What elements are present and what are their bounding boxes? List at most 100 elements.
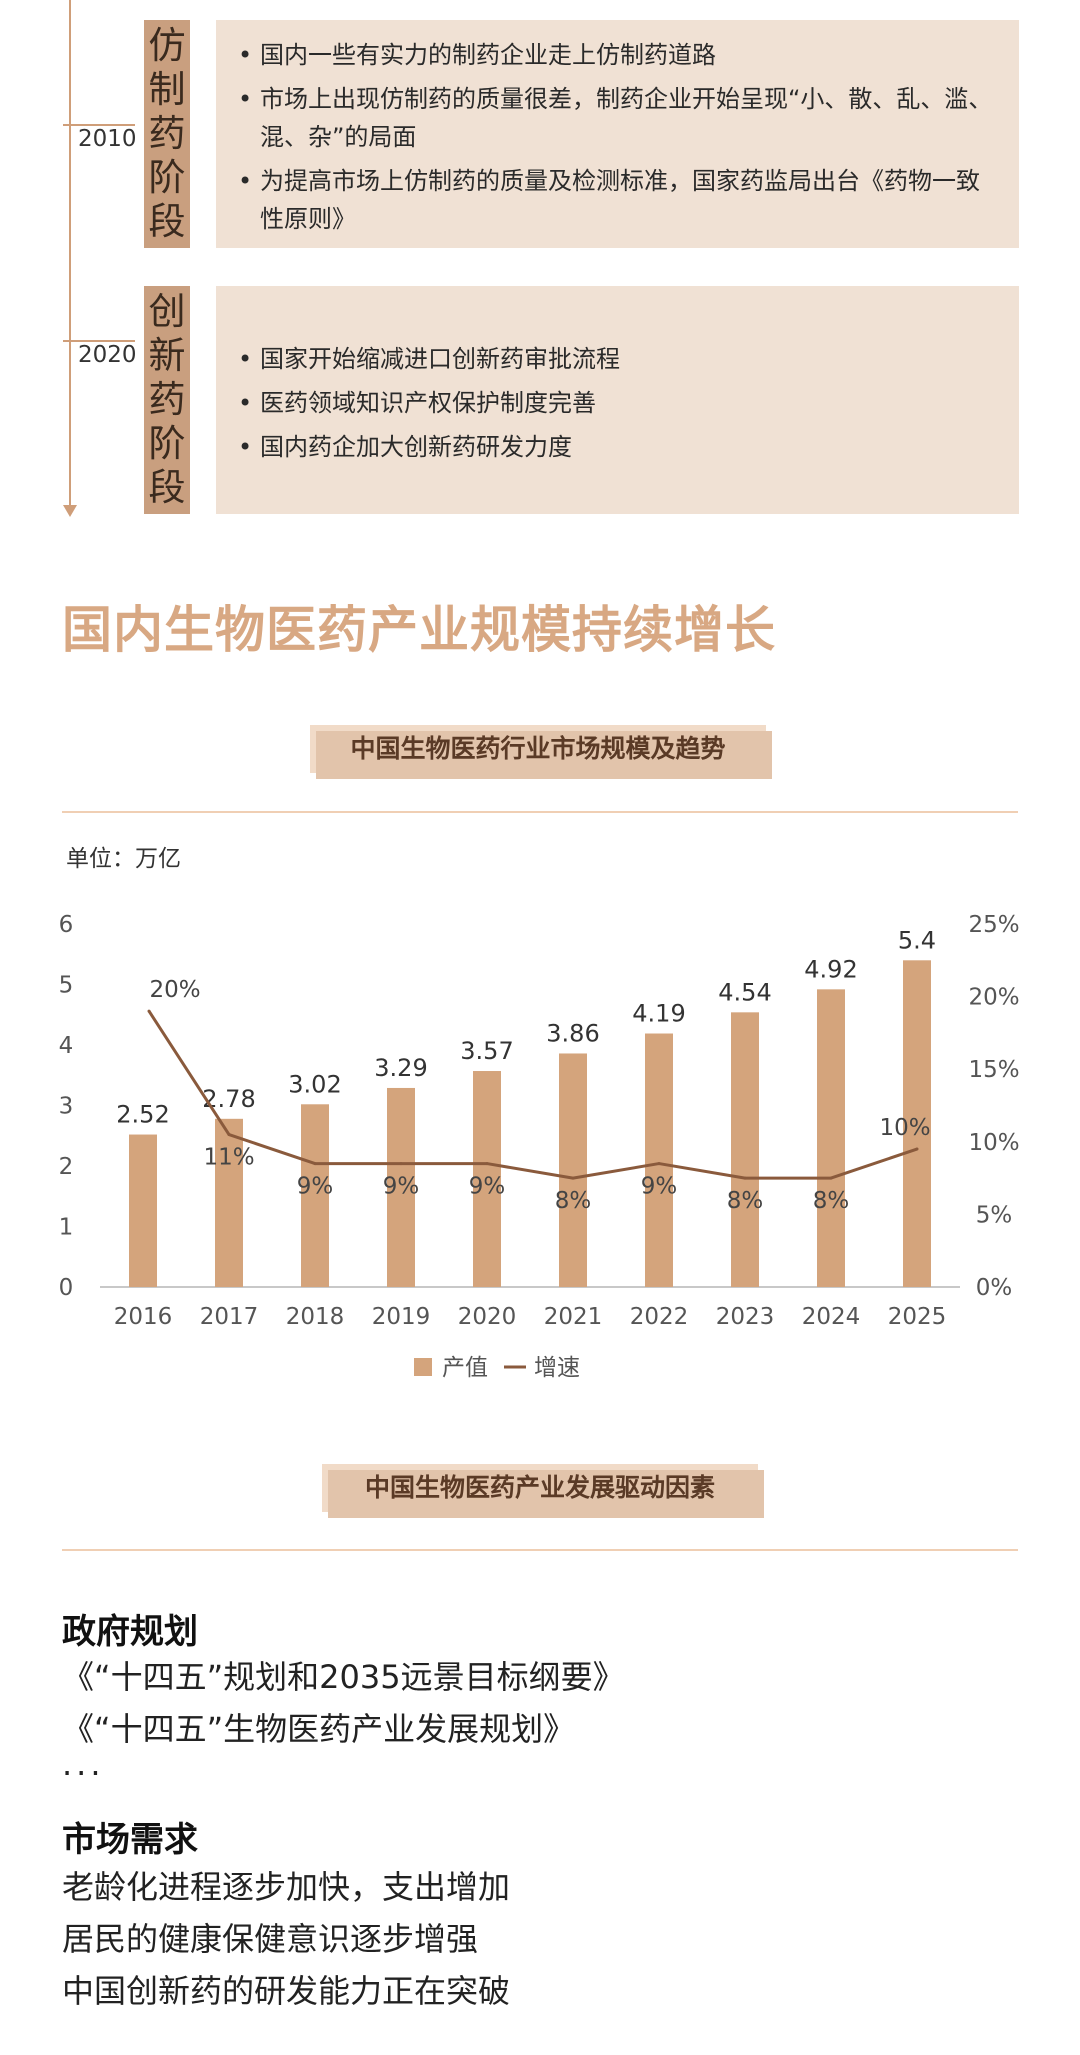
stage-bullet: 国家开始缩减进口创新药审批流程 (234, 340, 999, 378)
stage-label-char: 药 (148, 378, 186, 421)
bar (731, 1012, 759, 1287)
stage-label-char: 阶 (148, 422, 186, 465)
bar (215, 1118, 243, 1287)
growth-label: 9% (469, 1174, 506, 1200)
bar (387, 1087, 415, 1287)
growth-point (399, 1162, 403, 1166)
stage-label-char: 药 (148, 112, 186, 155)
stage-bullet: 国内一些有实力的制药企业走上仿制药道路 (234, 36, 999, 74)
growth-point (915, 1147, 919, 1151)
bar (473, 1071, 501, 1287)
growth-label: 9% (383, 1174, 420, 1200)
timeline-year-2010: 2010 (76, 126, 139, 152)
bar (559, 1053, 587, 1287)
x-tick-label: 2018 (286, 1304, 345, 1330)
market-line: 老龄化进程逐步加快，支出增加 (62, 1868, 511, 1906)
stage-label-char: 仿 (148, 24, 186, 67)
bar (301, 1104, 329, 1287)
page-title: 国内生物医药产业规模持续增长 (62, 601, 776, 659)
divider (62, 811, 1018, 813)
bar (645, 1033, 673, 1287)
bar-value-label: 2.52 (116, 1101, 169, 1129)
y-left-tick-label: 4 (59, 1033, 74, 1059)
x-tick-label: 2017 (200, 1304, 259, 1330)
stage-label-char: 创 (148, 290, 186, 333)
bar-value-label: 3.02 (288, 1070, 341, 1098)
stage-box-generic: 国内一些有实力的制药企业走上仿制药道路 市场上出现仿制药的质量很差，制药企业开始… (216, 20, 1019, 248)
timeline-year-2020: 2020 (76, 342, 139, 368)
x-tick-label: 2016 (114, 1304, 173, 1330)
bar-value-label: 3.86 (546, 1019, 599, 1047)
x-tick-label: 2025 (888, 1304, 947, 1330)
unit-label: 单位：万亿 (66, 846, 181, 872)
bar (129, 1134, 157, 1287)
stage-box-innovative: 国家开始缩减进口创新药审批流程 医药领域知识产权保护制度完善 国内药企加大创新药… (216, 286, 1019, 514)
stage-bullet: 为提高市场上仿制药的质量及检测标准，国家药监局出台《药物一致性原则》 (234, 162, 999, 238)
stage-bullet: 国内药企加大创新药研发力度 (234, 428, 999, 466)
bar-value-label: 3.57 (460, 1037, 513, 1065)
x-tick-label: 2023 (716, 1304, 775, 1330)
legend-label: 产值 (442, 1355, 488, 1381)
bar-value-label: 5.4 (898, 926, 936, 954)
growth-label: 11% (203, 1145, 254, 1171)
bar-value-label: 2.78 (202, 1085, 255, 1113)
chart-banner: 中国生物医药行业市场规模及趋势 (310, 725, 772, 779)
growth-point (147, 1009, 151, 1013)
government-heading: 政府规划 (62, 1612, 198, 1652)
government-line: 《“十四五”生物医药产业发展规划》 (62, 1710, 576, 1748)
bar-value-label: 4.19 (632, 1000, 685, 1028)
drivers-banner: 中国生物医药产业发展驱动因素 (322, 1464, 764, 1518)
bar-value-label: 3.29 (374, 1054, 427, 1082)
growth-point (227, 1133, 231, 1137)
stage-label-generic: 仿 制 药 阶 段 (144, 20, 190, 248)
growth-label: 8% (555, 1188, 592, 1214)
y-right-tick-label: 20% (968, 985, 1019, 1011)
stage-label-char: 段 (148, 466, 186, 509)
growth-point (743, 1176, 747, 1180)
bar (817, 989, 845, 1287)
market-line: 中国创新药的研发能力正在突破 (62, 1972, 511, 2010)
stage-label-char: 新 (148, 334, 186, 377)
growth-point (571, 1176, 575, 1180)
y-left-tick-label: 1 (59, 1215, 74, 1241)
stage-bullet: 医药领域知识产权保护制度完善 (234, 384, 999, 422)
growth-line (147, 1010, 918, 1180)
y-left-tick-label: 6 (59, 912, 74, 938)
y-right-tick-label: 0% (976, 1275, 1013, 1301)
y-left-tick-label: 0 (59, 1275, 74, 1301)
stage-label-innovative: 创 新 药 阶 段 (144, 286, 190, 514)
bar (903, 960, 931, 1287)
x-tick-label: 2021 (544, 1304, 603, 1330)
stage-label-char: 段 (148, 200, 186, 243)
x-tick-label: 2022 (630, 1304, 689, 1330)
y-right-tick-label: 25% (968, 912, 1019, 938)
market-size-chart: 0 1 2 3 4 5 6 0% 5% 10% 15% 20% 25% 2.52 2.78 3.02 3.29 3… (59, 912, 1020, 1381)
y-right-tick-label: 5% (976, 1202, 1013, 1228)
growth-label: 8% (727, 1188, 764, 1214)
market-heading: 市场需求 (62, 1820, 198, 1860)
timeline-tick (63, 124, 135, 126)
stage-bullet: 市场上出现仿制药的质量很差，制药企业开始呈现“小、散、乱、滥、混、杂”的局面 (234, 80, 999, 156)
x-tick-label: 2019 (372, 1304, 431, 1330)
legend-label: 增速 (534, 1355, 580, 1381)
y-left-tick-label: 2 (59, 1154, 74, 1180)
timeline-arrow-icon (63, 505, 77, 517)
x-tick-label: 2020 (458, 1304, 517, 1330)
legend-bar-swatch (414, 1358, 432, 1376)
divider (62, 1549, 1018, 1551)
growth-point (829, 1176, 833, 1180)
bar-value-label: 4.54 (718, 978, 771, 1006)
x-tick-label: 2024 (802, 1304, 861, 1330)
bar-value-label: 4.92 (804, 955, 857, 983)
government-line: 《“十四五”规划和2035远景目标纲要》 (62, 1658, 625, 1696)
growth-point (313, 1162, 317, 1166)
market-line: 居民的健康保健意识逐步增强 (62, 1920, 479, 1958)
growth-label: 9% (297, 1174, 334, 1200)
growth-label: 10% (879, 1115, 930, 1141)
government-line: ··· (62, 1754, 105, 1792)
y-right-tick-label: 15% (968, 1057, 1019, 1083)
growth-label: 20% (149, 977, 200, 1003)
y-left-tick-label: 5 (59, 973, 74, 999)
y-right-tick-label: 10% (968, 1130, 1019, 1156)
growth-point (657, 1162, 661, 1166)
